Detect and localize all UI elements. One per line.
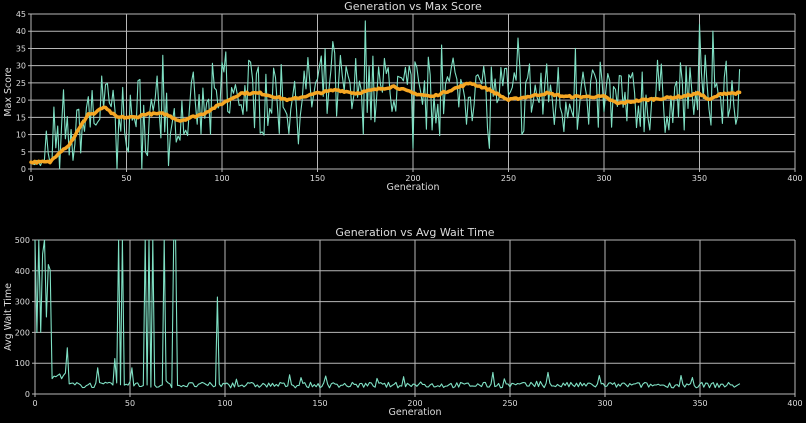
y-tick-label: 45 (16, 10, 26, 19)
bottom-plot-grid (32, 239, 796, 397)
y-tick-label: 25 (16, 79, 26, 88)
x-tick-label: 50 (125, 399, 135, 408)
y-tick-label: 35 (16, 44, 26, 53)
moving-average-line (29, 81, 742, 165)
top-plot-xlabel: Generation (387, 182, 440, 193)
x-tick-label: 400 (787, 174, 802, 183)
y-tick-label: 100 (15, 359, 30, 368)
y-tick-label: 0 (25, 390, 30, 399)
top-plot-title: Generation vs Max Score (344, 0, 482, 13)
x-tick-label: 350 (692, 174, 707, 183)
y-tick-label: 0 (21, 165, 26, 174)
y-tick-label: 5 (21, 148, 26, 157)
top-plot-xticks: 0 50 100 150 200 250 300 350 400 (28, 174, 802, 183)
top-plot: Generation vs Max Score 0 5 10 15 20 25 30 35 40… (3, 0, 803, 193)
bottom-plot-xlabel: Generation (389, 407, 442, 418)
x-tick-label: 300 (596, 174, 611, 183)
top-plot-ylabel: Max Score (3, 67, 14, 116)
top-plot-yticks: 0 5 10 15 20 25 30 35 40 45 (16, 10, 26, 174)
avg-wait-time-line (34, 239, 741, 389)
x-tick-label: 0 (28, 174, 33, 183)
x-tick-label: 250 (502, 399, 517, 408)
bottom-plot-yticks: 0 100 200 300 400 500 (15, 236, 30, 399)
bottom-plot-title: Generation vs Avg Wait Time (335, 226, 494, 239)
x-tick-label: 0 (32, 399, 37, 408)
x-tick-label: 300 (597, 399, 612, 408)
x-tick-label: 200 (405, 174, 420, 183)
x-tick-label: 150 (312, 399, 327, 408)
x-tick-label: 100 (217, 399, 232, 408)
y-tick-label: 500 (15, 236, 30, 245)
y-tick-label: 15 (16, 113, 26, 122)
bottom-plot-xticks: 0 50 100 150 200 250 300 350 400 (32, 399, 802, 408)
x-tick-label: 200 (407, 399, 422, 408)
y-tick-label: 30 (16, 62, 26, 71)
bottom-plot: Generation vs Avg Wait Time 0 100 200 300 40… (3, 226, 803, 418)
x-tick-label: 350 (692, 399, 707, 408)
bottom-plot-ylabel: Avg Wait Time (3, 283, 14, 351)
x-tick-label: 400 (787, 399, 802, 408)
max-score-line (30, 20, 741, 170)
x-tick-label: 250 (501, 174, 516, 183)
y-tick-label: 200 (15, 328, 30, 337)
y-tick-label: 10 (16, 131, 26, 140)
y-tick-label: 40 (16, 27, 26, 36)
x-tick-label: 50 (121, 174, 131, 183)
y-tick-label: 300 (15, 298, 30, 307)
y-tick-label: 20 (16, 96, 26, 105)
x-tick-label: 150 (310, 174, 325, 183)
y-tick-label: 400 (15, 267, 30, 276)
x-tick-label: 100 (214, 174, 229, 183)
